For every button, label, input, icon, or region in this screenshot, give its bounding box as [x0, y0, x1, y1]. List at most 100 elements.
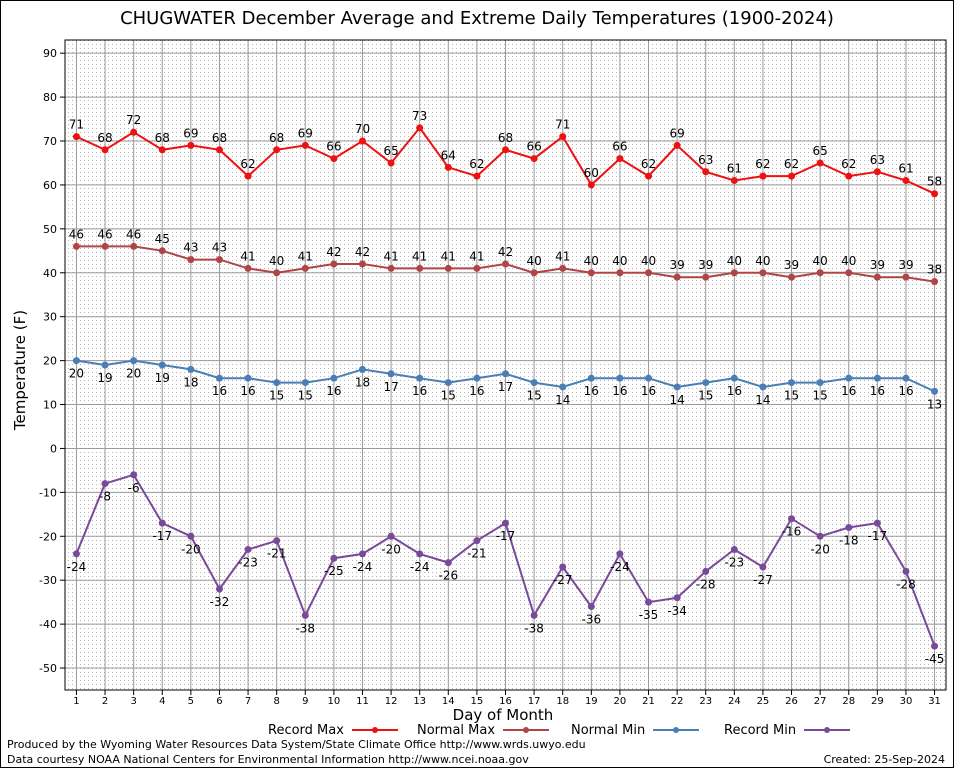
normal-max-data-label: 39 — [669, 258, 684, 272]
x-axis-label: Day of Month — [452, 706, 554, 724]
record-min-point — [358, 550, 366, 558]
legend-swatch-record-max — [350, 724, 400, 736]
normal-min-point — [301, 379, 309, 387]
normal-max-data-label: 41 — [441, 249, 456, 263]
x-tick-label: 17 — [528, 696, 541, 707]
normal-max-data-label: 40 — [813, 254, 828, 268]
record-min-data-label: -27 — [553, 573, 573, 587]
legend-normal-max: Normal Max — [417, 721, 551, 739]
normal-max-point — [301, 264, 309, 272]
record-min-point — [130, 471, 138, 479]
x-tick-label: 9 — [302, 696, 308, 707]
record-max-data-label: 62 — [784, 157, 799, 171]
normal-max-data-label: 41 — [298, 249, 313, 263]
record-max-point — [158, 146, 166, 154]
normal-max-point — [273, 269, 281, 277]
normal-min-data-label: 16 — [326, 384, 341, 398]
normal-max-point — [902, 273, 910, 281]
record-min-data-label: -28 — [896, 577, 916, 591]
y-tick-label: 30 — [43, 311, 57, 324]
x-tick-label: 13 — [413, 696, 426, 707]
normal-max-point — [873, 273, 881, 281]
record-max-data-label: 65 — [813, 144, 828, 158]
normal-max-data-label: 40 — [612, 254, 627, 268]
legend-label: Normal Min — [571, 722, 646, 738]
normal-min-data-label: 16 — [584, 384, 599, 398]
normal-max-data-label: 46 — [97, 227, 112, 241]
normal-min-data-label: 15 — [813, 389, 828, 403]
x-tick-label: 24 — [728, 696, 741, 707]
y-tick-label: 0 — [50, 442, 57, 455]
normal-max-data-label: 41 — [469, 249, 484, 263]
record-min-data-label: -6 — [128, 481, 140, 495]
normal-min-point — [645, 374, 653, 382]
normal-max-data-label: 42 — [326, 245, 341, 259]
record-max-point — [330, 155, 338, 163]
y-tick-label: -30 — [39, 574, 57, 587]
normal-min-data-label: 20 — [69, 367, 84, 381]
y-tick-label: 50 — [43, 223, 57, 236]
record-max-data-label: 64 — [441, 148, 456, 162]
record-max-data-label: 70 — [355, 122, 370, 136]
normal-min-point — [130, 357, 138, 365]
x-tick-label: 5 — [188, 696, 194, 707]
record-max-point — [358, 137, 366, 145]
record-min-data-label: -18 — [839, 534, 859, 548]
normal-min-data-label: 20 — [126, 367, 141, 381]
normal-min-point — [244, 374, 252, 382]
record-max-point — [730, 177, 738, 185]
x-tick-label: 6 — [216, 696, 222, 707]
record-max-data-label: 65 — [383, 144, 398, 158]
footer-created: Created: 25-Sep-2024 — [823, 753, 945, 766]
record-min-data-label: -27 — [753, 573, 773, 587]
normal-min-data-label: 16 — [898, 384, 913, 398]
normal-min-data-label: 19 — [97, 371, 112, 385]
normal-min-data-label: 16 — [841, 384, 856, 398]
normal-min-data-label: 16 — [727, 384, 742, 398]
normal-max-data-label: 40 — [526, 254, 541, 268]
x-tick-label: 7 — [245, 696, 251, 707]
y-tick-label: 40 — [43, 267, 57, 280]
normal-max-point — [816, 269, 824, 277]
record-max-point — [273, 146, 281, 154]
record-min-data-label: -32 — [210, 595, 230, 609]
x-tick-label: 15 — [471, 696, 484, 707]
normal-max-point — [931, 278, 939, 286]
record-min-point — [730, 545, 738, 553]
x-tick-label: 12 — [385, 696, 398, 707]
record-max-point — [72, 133, 80, 141]
normal-max-point — [587, 269, 595, 277]
x-tick-label: 11 — [356, 696, 369, 707]
chart-title: CHUGWATER December Average and Extreme D… — [120, 8, 834, 29]
normal-max-point — [845, 269, 853, 277]
record-min-data-label: -21 — [467, 547, 487, 561]
record-max-point — [873, 168, 881, 176]
record-min-point — [645, 598, 653, 606]
record-max-point — [759, 172, 767, 180]
y-tick-label: 70 — [43, 135, 57, 148]
record-max-data-label: 66 — [526, 140, 541, 154]
record-min-data-label: -21 — [267, 547, 287, 561]
normal-max-data-label: 39 — [784, 258, 799, 272]
normal-max-point — [130, 242, 138, 250]
x-tick-label: 2 — [102, 696, 108, 707]
record-max-data-label: 61 — [727, 162, 742, 176]
record-max-data-label: 58 — [927, 175, 942, 189]
record-max-point — [244, 172, 252, 180]
record-max-point — [130, 128, 138, 136]
normal-min-data-label: 15 — [526, 389, 541, 403]
record-max-point — [673, 141, 681, 149]
normal-min-data-label: 16 — [412, 384, 427, 398]
y-tick-label: 80 — [43, 91, 57, 104]
normal-min-data-label: 17 — [383, 380, 398, 394]
normal-max-data-label: 42 — [498, 245, 513, 259]
normal-min-data-label: 15 — [698, 389, 713, 403]
normal-min-data-label: 18 — [355, 375, 370, 389]
normal-min-data-label: 14 — [755, 393, 770, 407]
record-min-point — [702, 567, 710, 575]
record-max-data-label: 66 — [326, 140, 341, 154]
record-max-data-label: 68 — [155, 131, 170, 145]
record-min-data-label: -24 — [67, 560, 87, 574]
normal-min-point — [473, 374, 481, 382]
normal-min-data-label: 14 — [669, 393, 684, 407]
